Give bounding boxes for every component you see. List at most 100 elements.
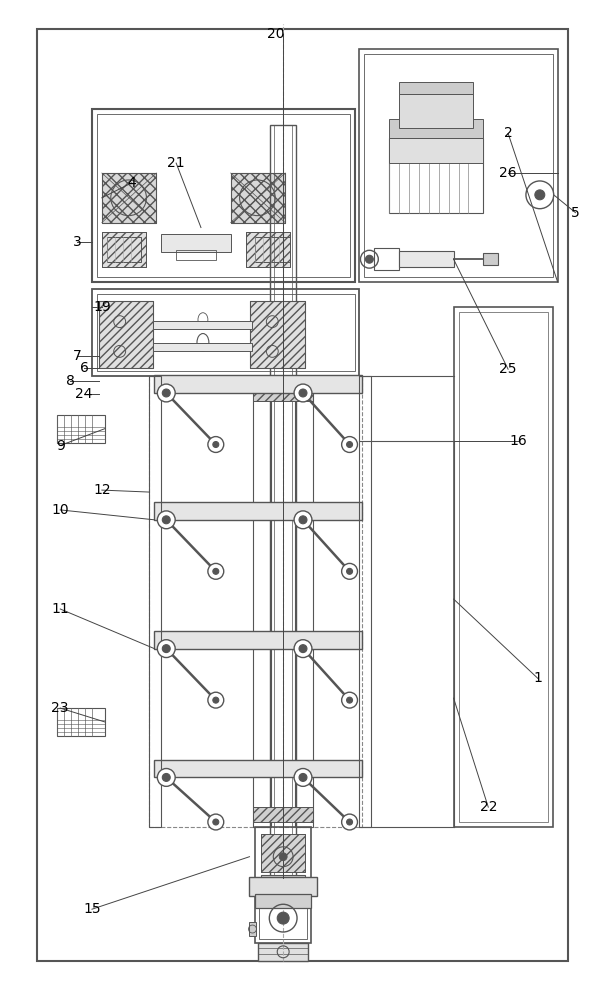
Circle shape	[299, 516, 307, 524]
Bar	[245, 232, 290, 267]
Circle shape	[213, 568, 219, 574]
Bar	[253, 386, 313, 401]
Circle shape	[294, 640, 312, 658]
Bar	[270, 125, 296, 878]
Text: 11: 11	[52, 602, 69, 616]
Bar	[92, 109, 355, 282]
Bar	[256, 894, 311, 908]
Bar	[399, 251, 454, 267]
Circle shape	[299, 645, 307, 653]
Bar	[102, 173, 156, 223]
Text: 6: 6	[79, 361, 88, 375]
Circle shape	[342, 692, 358, 708]
Circle shape	[162, 389, 170, 397]
Text: 9: 9	[56, 439, 65, 453]
Bar	[231, 173, 285, 223]
Bar	[253, 386, 313, 401]
Bar	[176, 250, 216, 260]
Circle shape	[158, 511, 175, 529]
Bar	[102, 232, 147, 267]
Circle shape	[277, 912, 289, 924]
Bar	[92, 289, 359, 376]
Text: 8: 8	[65, 374, 75, 388]
Circle shape	[213, 697, 219, 703]
Bar	[261, 834, 305, 872]
Bar	[107, 237, 141, 262]
Circle shape	[213, 819, 219, 825]
Circle shape	[347, 568, 353, 574]
Circle shape	[299, 773, 307, 781]
Bar	[245, 232, 290, 267]
Text: 16: 16	[509, 434, 527, 448]
Text: 21: 21	[167, 156, 185, 170]
Bar	[256, 878, 311, 943]
Bar	[253, 376, 271, 827]
Text: 12: 12	[93, 483, 111, 497]
Text: 26: 26	[499, 166, 517, 180]
Circle shape	[365, 255, 373, 263]
Bar	[153, 321, 253, 329]
Circle shape	[158, 384, 175, 402]
Bar	[459, 312, 548, 822]
Bar	[375, 248, 399, 270]
Circle shape	[158, 769, 175, 786]
Circle shape	[347, 819, 353, 825]
Text: 23: 23	[52, 701, 69, 715]
Text: 24: 24	[75, 387, 93, 401]
Text: 15: 15	[83, 902, 101, 916]
Bar	[259, 882, 307, 939]
Circle shape	[208, 437, 224, 452]
Circle shape	[208, 814, 224, 830]
Bar	[248, 922, 256, 936]
Circle shape	[294, 511, 312, 529]
Circle shape	[342, 563, 358, 579]
Bar	[389, 138, 484, 163]
Bar	[58, 708, 105, 736]
Bar	[364, 54, 553, 277]
Circle shape	[162, 773, 170, 781]
Text: 1: 1	[533, 671, 542, 685]
Bar	[155, 375, 362, 393]
Bar	[253, 807, 313, 822]
Bar	[150, 376, 161, 827]
Bar	[155, 502, 362, 520]
Circle shape	[347, 697, 353, 703]
Text: 7: 7	[73, 349, 81, 363]
Circle shape	[208, 563, 224, 579]
Bar	[253, 807, 313, 822]
Bar	[99, 301, 153, 368]
Bar	[256, 827, 311, 878]
Circle shape	[294, 384, 312, 402]
Bar	[161, 234, 231, 252]
Circle shape	[347, 442, 353, 447]
Bar	[484, 253, 498, 265]
Bar	[258, 943, 308, 961]
Bar	[359, 376, 371, 827]
Text: 3: 3	[73, 235, 81, 249]
Circle shape	[158, 640, 175, 658]
Circle shape	[213, 442, 219, 447]
Text: 19: 19	[93, 300, 111, 314]
Text: 10: 10	[52, 503, 69, 517]
Bar	[399, 82, 473, 94]
Bar	[389, 138, 484, 213]
Text: 4: 4	[127, 176, 136, 190]
Bar	[261, 875, 305, 884]
Bar	[153, 343, 253, 351]
Text: 5: 5	[571, 206, 580, 220]
Bar	[99, 301, 153, 368]
Circle shape	[294, 769, 312, 786]
Circle shape	[162, 516, 170, 524]
Circle shape	[299, 389, 307, 397]
Bar	[97, 114, 350, 277]
Bar	[58, 415, 105, 443]
Bar	[261, 834, 305, 872]
Bar	[250, 301, 305, 368]
Bar	[295, 376, 313, 827]
Text: 2: 2	[504, 126, 513, 140]
Bar	[231, 173, 285, 223]
Bar	[102, 232, 147, 267]
Bar	[250, 301, 305, 368]
Bar	[97, 294, 355, 371]
Circle shape	[535, 190, 545, 200]
